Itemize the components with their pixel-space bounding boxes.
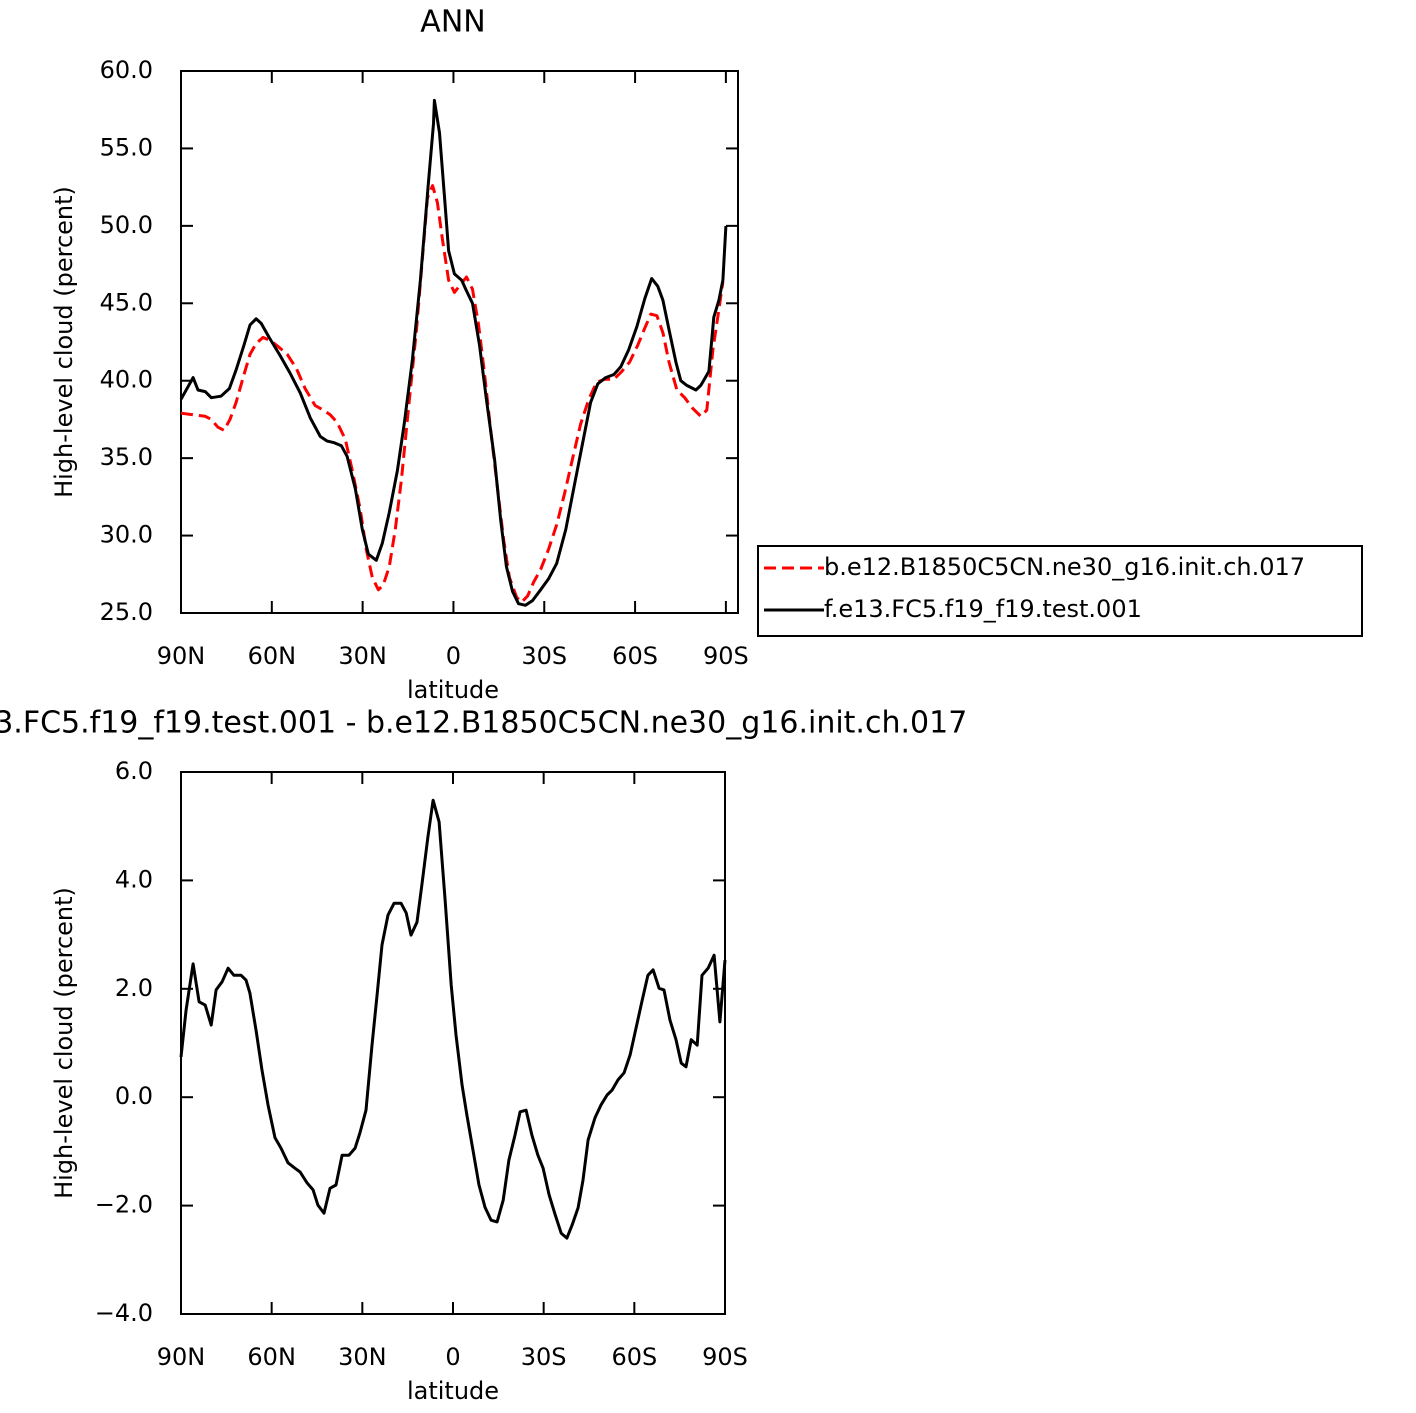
y-tick-label: 2.0 <box>115 974 153 1002</box>
y-tick-label: 6.0 <box>115 757 153 785</box>
legend-label: b.e12.B1850C5CN.ne30_g16.init.ch.017 <box>824 553 1305 581</box>
x-tick-label: 30S <box>521 642 567 670</box>
chart-title: ANN <box>420 5 485 40</box>
legend-box <box>757 545 1363 637</box>
x-tick-label: 90S <box>703 642 749 670</box>
plot-frame <box>180 70 739 614</box>
x-axis-label: latitude <box>407 1377 499 1405</box>
x-tick-label: 0 <box>446 642 461 670</box>
x-tick-label: 0 <box>445 1343 460 1371</box>
y-tick-label: 25.0 <box>100 598 153 626</box>
y-tick-label: 40.0 <box>100 366 153 394</box>
data-line <box>179 98 728 607</box>
y-tick-label: 60.0 <box>100 56 153 84</box>
y-tick-label: 0.0 <box>115 1082 153 1110</box>
x-tick-label: 60S <box>612 642 658 670</box>
y-tick-label: 30.0 <box>100 521 153 549</box>
x-tick-label: 60N <box>247 1343 296 1371</box>
y-tick-label: 35.0 <box>100 443 153 471</box>
y-tick-label: −4.0 <box>95 1299 153 1327</box>
x-tick-label: 60S <box>611 1343 657 1371</box>
data-line <box>179 798 727 1240</box>
x-tick-label: 30S <box>521 1343 567 1371</box>
y-tick-label: 4.0 <box>115 865 153 893</box>
x-axis-label: latitude <box>407 676 499 704</box>
chart-title: f.e13.FC5.f19_f19.test.001 - b.e12.B1850… <box>0 706 967 741</box>
y-tick-label: 55.0 <box>100 133 153 161</box>
y-tick-label: −2.0 <box>95 1191 153 1219</box>
legend-label: f.e13.FC5.f19_f19.test.001 <box>824 595 1142 623</box>
x-tick-label: 90N <box>157 642 206 670</box>
plot-frame <box>180 771 726 1315</box>
x-tick-label: 90S <box>702 1343 748 1371</box>
x-tick-label: 90N <box>157 1343 206 1371</box>
y-tick-label: 50.0 <box>100 211 153 239</box>
data-line <box>180 184 725 604</box>
x-tick-label: 60N <box>248 642 297 670</box>
y-tick-label: 45.0 <box>100 288 153 316</box>
x-tick-label: 30N <box>338 642 387 670</box>
y-axis-label: High-level cloud (percent) <box>50 186 78 498</box>
x-tick-label: 30N <box>338 1343 387 1371</box>
y-axis-label: High-level cloud (percent) <box>50 887 78 1199</box>
